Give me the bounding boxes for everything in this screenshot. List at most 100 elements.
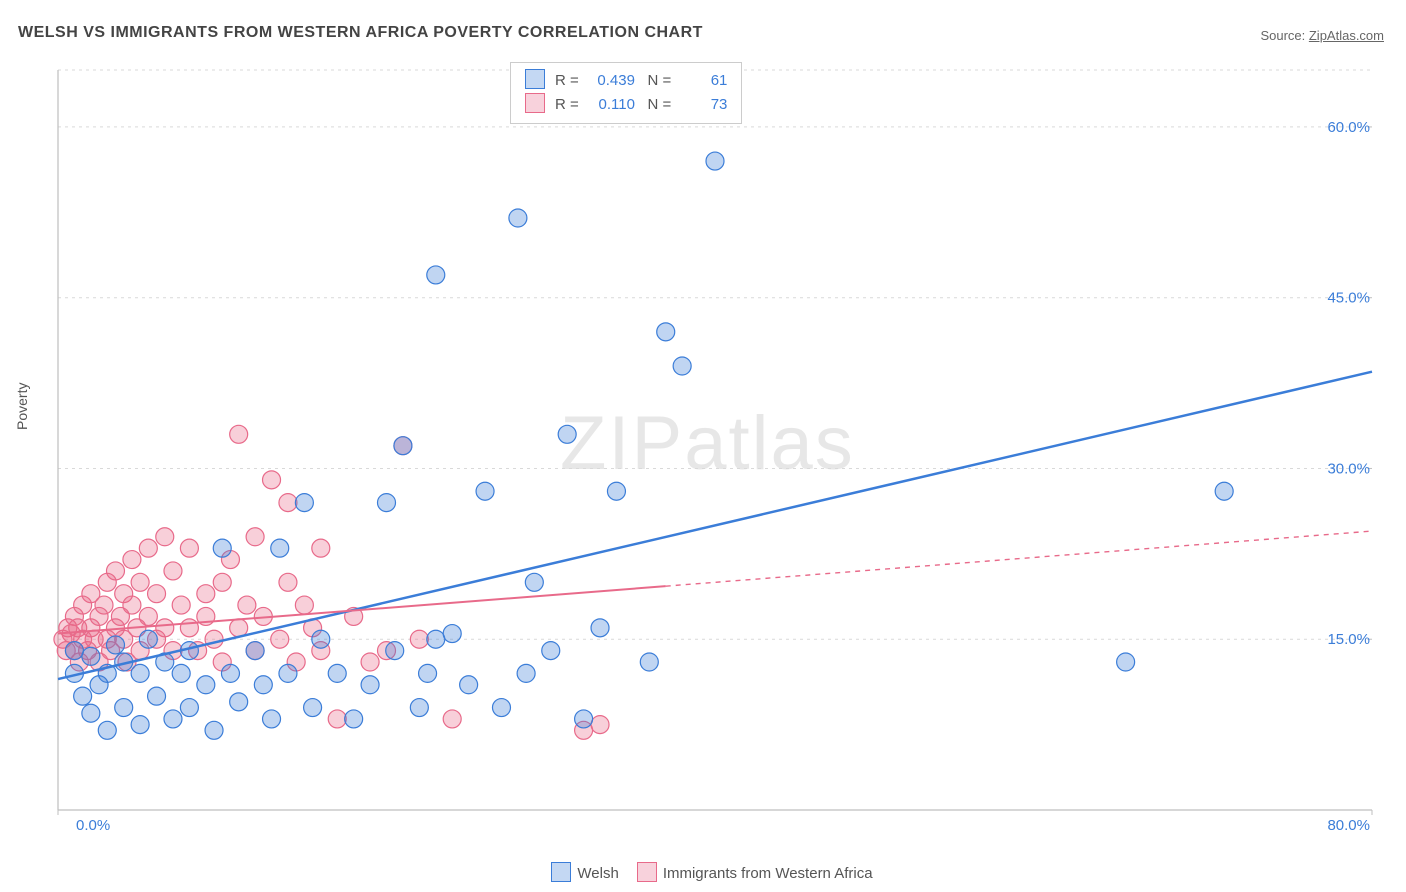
data-point bbox=[180, 539, 198, 557]
data-point bbox=[131, 716, 149, 734]
data-point bbox=[312, 539, 330, 557]
data-point bbox=[279, 664, 297, 682]
series-legend: Welsh Immigrants from Western Africa bbox=[0, 862, 1406, 882]
data-point bbox=[607, 482, 625, 500]
data-point bbox=[328, 664, 346, 682]
data-point bbox=[419, 664, 437, 682]
svg-text:15.0%: 15.0% bbox=[1327, 631, 1370, 648]
legend-row: R = 0.110 N = 73 bbox=[525, 93, 727, 117]
data-point bbox=[106, 636, 124, 654]
data-point bbox=[328, 710, 346, 728]
data-point bbox=[591, 716, 609, 734]
data-point bbox=[213, 539, 231, 557]
data-point bbox=[492, 699, 510, 717]
trend-line bbox=[58, 372, 1372, 679]
data-point bbox=[443, 710, 461, 728]
data-point bbox=[164, 562, 182, 580]
data-point bbox=[172, 596, 190, 614]
data-point bbox=[156, 528, 174, 546]
data-point bbox=[673, 357, 691, 375]
svg-text:60.0%: 60.0% bbox=[1327, 119, 1370, 136]
data-point bbox=[558, 425, 576, 443]
data-point bbox=[443, 625, 461, 643]
correlation-legend: R = 0.439 N = 61R = 0.110 N = 73 bbox=[510, 62, 742, 124]
data-point bbox=[197, 585, 215, 603]
data-point bbox=[205, 721, 223, 739]
data-point bbox=[148, 585, 166, 603]
data-point bbox=[410, 699, 428, 717]
data-point bbox=[542, 642, 560, 660]
data-point bbox=[295, 494, 313, 512]
data-point bbox=[205, 630, 223, 648]
data-point bbox=[386, 642, 404, 660]
data-point bbox=[246, 528, 264, 546]
data-point bbox=[476, 482, 494, 500]
data-point bbox=[525, 573, 543, 591]
data-point bbox=[131, 573, 149, 591]
data-point bbox=[156, 619, 174, 637]
source-link[interactable]: ZipAtlas.com bbox=[1309, 28, 1384, 43]
data-point bbox=[427, 630, 445, 648]
data-point bbox=[74, 687, 92, 705]
data-point bbox=[263, 471, 281, 489]
data-point bbox=[213, 573, 231, 591]
data-point bbox=[410, 630, 428, 648]
svg-text:0.0%: 0.0% bbox=[76, 817, 110, 830]
data-point bbox=[180, 619, 198, 637]
data-point bbox=[148, 687, 166, 705]
legend-swatch bbox=[551, 862, 571, 882]
data-point bbox=[238, 596, 256, 614]
data-point bbox=[517, 664, 535, 682]
data-point bbox=[657, 323, 675, 341]
data-point bbox=[460, 676, 478, 694]
data-point bbox=[95, 596, 113, 614]
data-point bbox=[263, 710, 281, 728]
legend-swatch bbox=[637, 862, 657, 882]
data-point bbox=[139, 630, 157, 648]
legend-label: Immigrants from Western Africa bbox=[663, 865, 873, 882]
legend-row: R = 0.439 N = 61 bbox=[525, 69, 727, 93]
data-point bbox=[271, 630, 289, 648]
data-point bbox=[312, 630, 330, 648]
data-point bbox=[246, 642, 264, 660]
data-point bbox=[509, 209, 527, 227]
data-point bbox=[378, 494, 396, 512]
data-point bbox=[115, 699, 133, 717]
legend-label: Welsh bbox=[577, 865, 618, 882]
data-point bbox=[180, 699, 198, 717]
data-point bbox=[1215, 482, 1233, 500]
data-point bbox=[131, 664, 149, 682]
data-point bbox=[139, 607, 157, 625]
data-point bbox=[123, 551, 141, 569]
data-point bbox=[106, 562, 124, 580]
data-point bbox=[591, 619, 609, 637]
data-point bbox=[230, 425, 248, 443]
data-point bbox=[164, 710, 182, 728]
trend-line-extrapolated bbox=[666, 531, 1372, 586]
source-attribution: Source: ZipAtlas.com bbox=[1260, 28, 1384, 43]
data-point bbox=[640, 653, 658, 671]
data-point bbox=[172, 664, 190, 682]
svg-text:80.0%: 80.0% bbox=[1327, 817, 1370, 830]
chart-title: WELSH VS IMMIGRANTS FROM WESTERN AFRICA … bbox=[18, 24, 703, 42]
data-point bbox=[98, 721, 116, 739]
data-point bbox=[139, 539, 157, 557]
svg-text:30.0%: 30.0% bbox=[1327, 460, 1370, 477]
data-point bbox=[254, 676, 272, 694]
data-point bbox=[82, 647, 100, 665]
data-point bbox=[304, 699, 322, 717]
chart-area: 15.0%30.0%45.0%60.0%0.0%80.0% bbox=[50, 60, 1380, 830]
data-point bbox=[1117, 653, 1135, 671]
data-point bbox=[279, 573, 297, 591]
data-point bbox=[65, 642, 83, 660]
data-point bbox=[123, 596, 141, 614]
data-point bbox=[575, 710, 593, 728]
y-axis-label: Poverty bbox=[14, 383, 30, 430]
data-point bbox=[197, 676, 215, 694]
scatter-chart: 15.0%30.0%45.0%60.0%0.0%80.0% bbox=[50, 60, 1380, 830]
data-point bbox=[345, 710, 363, 728]
data-point bbox=[361, 653, 379, 671]
data-point bbox=[82, 704, 100, 722]
data-point bbox=[427, 266, 445, 284]
data-point bbox=[230, 693, 248, 711]
